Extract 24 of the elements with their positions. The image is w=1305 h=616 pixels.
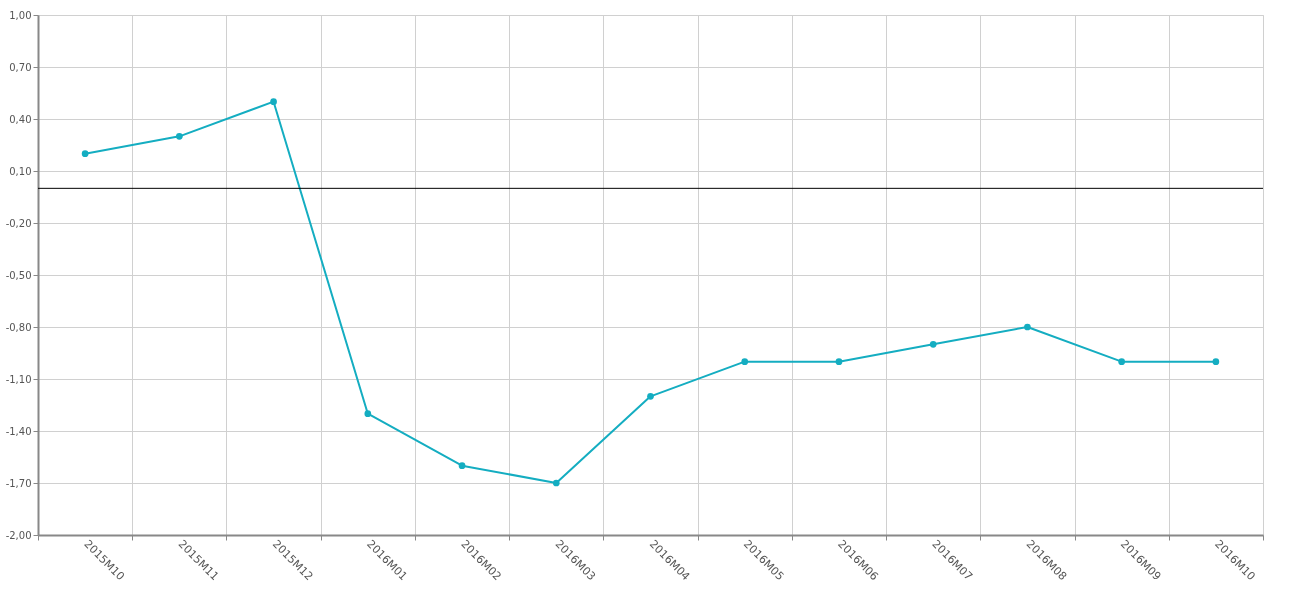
point <box>552 479 560 487</box>
y-tick-label: 1,00 <box>9 9 32 21</box>
point <box>364 410 372 418</box>
point <box>741 358 749 366</box>
point <box>175 132 183 140</box>
y-tick-label: 0,40 <box>9 113 32 125</box>
point <box>81 150 89 158</box>
y-tick-label: -2,00 <box>5 529 32 541</box>
y-tick-label: -0,50 <box>5 269 32 281</box>
point <box>1212 358 1220 366</box>
point <box>835 358 843 366</box>
y-tick-label: -0,20 <box>5 217 32 229</box>
point <box>929 340 937 348</box>
y-tick-label: 0,10 <box>9 165 32 177</box>
y-tick-label: -0,80 <box>5 321 32 333</box>
y-tick-label: -1,40 <box>5 425 32 437</box>
point <box>1024 323 1031 331</box>
point <box>458 462 466 470</box>
point <box>647 392 654 400</box>
y-tick-label: -1,10 <box>5 373 32 385</box>
point <box>270 98 277 106</box>
y-tick-label: 0,70 <box>9 61 32 73</box>
point <box>1118 358 1126 366</box>
y-tick-label: -1,70 <box>5 477 32 489</box>
